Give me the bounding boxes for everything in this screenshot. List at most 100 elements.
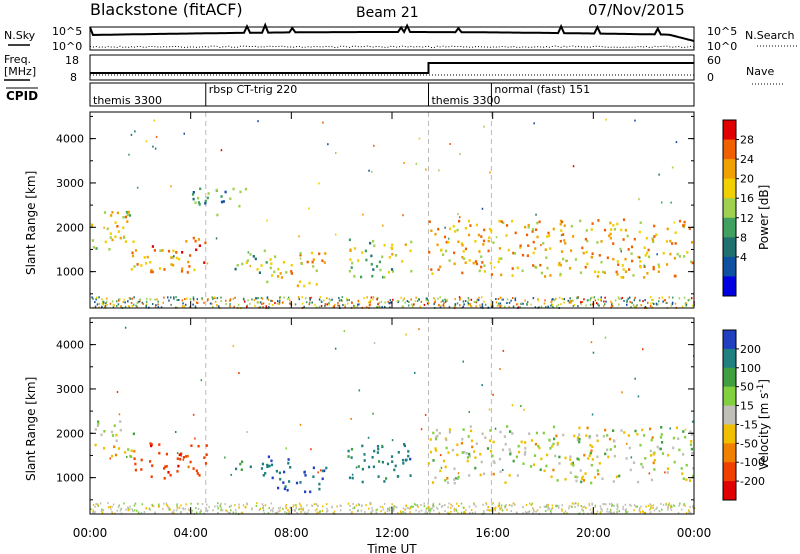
data-cell (348, 269, 351, 273)
data-cell (630, 306, 632, 309)
x-tick-label: 12:00 (375, 526, 410, 540)
data-cell (258, 509, 261, 512)
data-cell (423, 505, 426, 508)
data-cell (434, 476, 437, 479)
data-cell (104, 240, 107, 244)
data-cell (420, 509, 423, 512)
data-cell (684, 504, 686, 507)
data-cell (351, 473, 354, 476)
data-cell (448, 428, 452, 431)
data-cell (308, 302, 311, 305)
data-cell (556, 441, 559, 445)
data-cell (100, 510, 103, 513)
data-cell (300, 511, 302, 513)
colorbar-tick-label: 28 (740, 134, 754, 147)
data-cell (658, 265, 661, 269)
data-cell (287, 509, 289, 511)
data-cell (510, 510, 512, 513)
data-cell (271, 303, 274, 306)
data-cell (499, 508, 501, 511)
data-cell (689, 298, 691, 301)
data-cell (529, 465, 533, 468)
data-cell (444, 504, 446, 507)
data-cell (361, 504, 363, 507)
data-cell (573, 303, 576, 306)
data-cell (206, 510, 209, 513)
data-cell (492, 472, 495, 476)
velocity-ylabel: Slant Range [km] (24, 377, 38, 481)
data-cell (300, 505, 303, 508)
data-cell (559, 272, 562, 276)
colorbar-band (723, 276, 736, 297)
data-cell (676, 252, 679, 256)
data-cell (151, 270, 154, 274)
data-cell (229, 197, 232, 200)
data-cell (481, 296, 483, 299)
data-cell (247, 299, 249, 302)
data-cell (461, 451, 464, 454)
data-cell (693, 507, 696, 510)
data-cell (539, 468, 542, 471)
data-cell (328, 298, 331, 300)
data-cell (629, 300, 631, 303)
data-cell (255, 297, 257, 300)
data-cell (537, 299, 540, 302)
data-cell (512, 502, 515, 505)
data-cell (627, 511, 629, 513)
data-cell (451, 448, 454, 452)
data-cell (630, 245, 634, 249)
data-cell (652, 267, 655, 271)
data-cell (380, 300, 383, 303)
data-cell (402, 305, 404, 308)
data-cell (122, 216, 125, 219)
data-cell (143, 511, 146, 513)
data-cell (332, 306, 334, 309)
data-cell (581, 301, 584, 303)
data-cell (558, 261, 561, 265)
data-cell (678, 219, 682, 223)
data-cell (348, 299, 350, 301)
data-cell (620, 250, 622, 253)
data-cell (441, 505, 444, 507)
data-cell (491, 454, 494, 458)
data-cell (481, 207, 484, 210)
data-cell (397, 475, 400, 478)
data-cell (97, 422, 100, 425)
data-cell (122, 226, 125, 230)
data-cell (244, 187, 248, 191)
data-cell (116, 300, 118, 303)
data-cell (501, 448, 505, 452)
data-cell (134, 462, 137, 466)
data-cell (282, 481, 285, 484)
data-cell (315, 269, 318, 273)
data-cell (186, 297, 188, 300)
data-cell (578, 426, 581, 430)
data-cell (532, 264, 535, 267)
data-cell (197, 201, 201, 204)
data-cell (498, 504, 500, 507)
data-cell (158, 443, 161, 446)
data-cell (456, 443, 459, 447)
data-cell (220, 502, 222, 505)
data-cell (511, 274, 514, 277)
data-cell (176, 452, 179, 455)
data-cell (258, 301, 260, 304)
data-cell (455, 509, 458, 512)
data-cell (561, 509, 563, 512)
colorbar-band (723, 256, 736, 277)
data-cell (522, 512, 524, 515)
data-cell (616, 511, 618, 514)
data-cell (119, 420, 122, 423)
data-cell (270, 509, 272, 512)
data-cell (146, 303, 148, 306)
data-cell (355, 504, 358, 507)
data-cell (476, 298, 479, 301)
data-cell (527, 225, 530, 229)
data-cell (526, 254, 529, 257)
frequency-line (90, 62, 694, 74)
data-cell (336, 505, 338, 508)
data-cell (299, 257, 302, 260)
data-cell (150, 443, 153, 446)
data-cell (347, 455, 350, 458)
data-cell (133, 450, 136, 453)
